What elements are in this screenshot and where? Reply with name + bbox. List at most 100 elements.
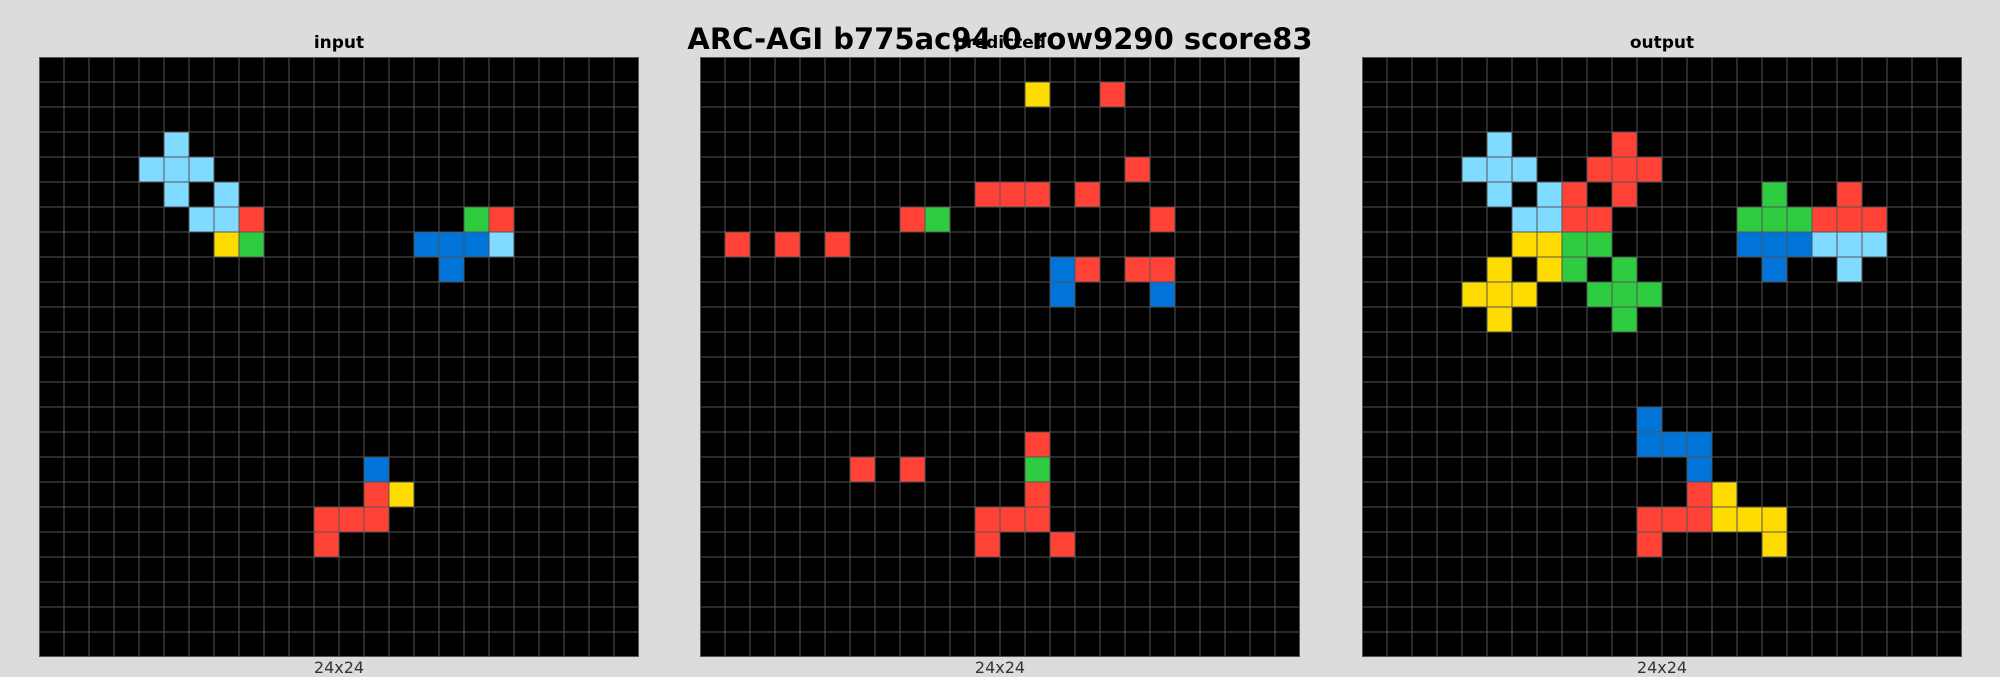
output-cell-r7-c8 (1562, 232, 1587, 257)
output-cell-r7-c19 (1837, 232, 1862, 257)
output-cell-r7-c20 (1862, 232, 1887, 257)
output-cell-r6-c7 (1537, 207, 1562, 232)
input-cell-r4-c5 (164, 157, 189, 182)
output-cell-r4-c9 (1587, 157, 1612, 182)
output-cell-r7-c9 (1587, 232, 1612, 257)
predicted-cell-r16-c6 (850, 457, 875, 482)
output-cell-r18-c11 (1637, 507, 1662, 532)
output-cell-r19-c11 (1637, 532, 1662, 557)
output-cell-r15-c11 (1637, 432, 1662, 457)
input-cell-r6-c17 (464, 207, 489, 232)
output-cell-r10-c5 (1487, 307, 1512, 332)
predicted-cell-r8-c14 (1050, 257, 1075, 282)
output-cell-r18-c15 (1737, 507, 1762, 532)
predicted-cell-r19-c14 (1050, 532, 1075, 557)
input-cell-r7-c8 (239, 232, 264, 257)
input-cell-r7-c18 (489, 232, 514, 257)
output-cell-r6-c19 (1837, 207, 1862, 232)
output-cell-r9-c11 (1637, 282, 1662, 307)
output-cell-r4-c11 (1637, 157, 1662, 182)
predicted-cell-r5-c11 (975, 182, 1000, 207)
output-grid (1362, 57, 1962, 657)
input-cell-r18-c13 (364, 507, 389, 532)
predicted-cell-r8-c15 (1075, 257, 1100, 282)
predicted-cell-r16-c8 (900, 457, 925, 482)
output-cell-r5-c7 (1537, 182, 1562, 207)
output-cell-r7-c6 (1512, 232, 1537, 257)
predicted-cell-r18-c11 (975, 507, 1000, 532)
predicted-grid-size-label: 24x24 (974, 658, 1026, 677)
output-cell-r5-c8 (1562, 182, 1587, 207)
output-cell-r8-c7 (1537, 257, 1562, 282)
predicted-cell-r18-c12 (1000, 507, 1025, 532)
output-cell-r10-c10 (1612, 307, 1637, 332)
output-cell-r8-c8 (1562, 257, 1587, 282)
input-cell-r6-c6 (189, 207, 214, 232)
predicted-cell-r9-c14 (1050, 282, 1075, 307)
input-cell-r7-c17 (464, 232, 489, 257)
input-cell-r17-c13 (364, 482, 389, 507)
output-cell-r7-c18 (1812, 232, 1837, 257)
output-cell-r16-c13 (1687, 457, 1712, 482)
predicted-cell-r7-c5 (825, 232, 850, 257)
predicted-cell-r17-c13 (1025, 482, 1050, 507)
output-cell-r7-c15 (1737, 232, 1762, 257)
predicted-cell-r9-c18 (1150, 282, 1175, 307)
input-cell-r4-c6 (189, 157, 214, 182)
output-cell-r6-c8 (1562, 207, 1587, 232)
output-cell-r9-c5 (1487, 282, 1512, 307)
input-cell-r7-c15 (414, 232, 439, 257)
output-cell-r8-c19 (1837, 257, 1862, 282)
input-cell-r18-c11 (314, 507, 339, 532)
input-cell-r6-c8 (239, 207, 264, 232)
output-cell-r4-c5 (1487, 157, 1512, 182)
output-cell-r4-c4 (1462, 157, 1487, 182)
predicted-cell-r1-c16 (1100, 82, 1125, 107)
input-cell-r17-c14 (389, 482, 414, 507)
predicted-cell-r7-c3 (775, 232, 800, 257)
output-cell-r7-c16 (1762, 232, 1787, 257)
output-cell-r15-c13 (1687, 432, 1712, 457)
input-cell-r16-c13 (364, 457, 389, 482)
predicted-cell-r1-c13 (1025, 82, 1050, 107)
output-cell-r9-c9 (1587, 282, 1612, 307)
input-cell-r4-c4 (139, 157, 164, 182)
input-cell-r18-c12 (339, 507, 364, 532)
output-cell-r3-c10 (1612, 132, 1637, 157)
predicted-cell-r5-c15 (1075, 182, 1100, 207)
output-cell-r8-c16 (1762, 257, 1787, 282)
predicted-cell-r5-c12 (1000, 182, 1025, 207)
input-cell-r5-c7 (214, 182, 239, 207)
input-cell-r19-c11 (314, 532, 339, 557)
output-cell-r8-c10 (1612, 257, 1637, 282)
input-cell-r6-c7 (214, 207, 239, 232)
output-cell-r7-c17 (1787, 232, 1812, 257)
predicted-cell-r8-c18 (1150, 257, 1175, 282)
input-cell-r7-c7 (214, 232, 239, 257)
output-cell-r6-c16 (1762, 207, 1787, 232)
input-cell-r3-c5 (164, 132, 189, 157)
output-cell-r6-c20 (1862, 207, 1887, 232)
output-cell-r4-c10 (1612, 157, 1637, 182)
predicted-cell-r18-c13 (1025, 507, 1050, 532)
output-panel-title: output (1629, 33, 1695, 53)
output-cell-r6-c15 (1737, 207, 1762, 232)
output-cell-r6-c17 (1787, 207, 1812, 232)
predicted-cell-r19-c11 (975, 532, 1000, 557)
output-grid-size-label: 24x24 (1636, 658, 1688, 677)
output-cell-r6-c18 (1812, 207, 1837, 232)
predicted-cell-r6-c9 (925, 207, 950, 232)
predicted-cell-r6-c18 (1150, 207, 1175, 232)
predicted-cell-r8-c17 (1125, 257, 1150, 282)
predicted-cell-r4-c17 (1125, 157, 1150, 182)
predicted-cell-r16-c13 (1025, 457, 1050, 482)
output-cell-r3-c5 (1487, 132, 1512, 157)
output-cell-r9-c4 (1462, 282, 1487, 307)
output-cell-r9-c10 (1612, 282, 1637, 307)
output-cell-r9-c6 (1512, 282, 1537, 307)
predicted-cell-r6-c8 (900, 207, 925, 232)
input-cell-r5-c5 (164, 182, 189, 207)
output-cell-r5-c16 (1762, 182, 1787, 207)
predicted-cell-r7-c1 (725, 232, 750, 257)
input-cell-r7-c16 (439, 232, 464, 257)
